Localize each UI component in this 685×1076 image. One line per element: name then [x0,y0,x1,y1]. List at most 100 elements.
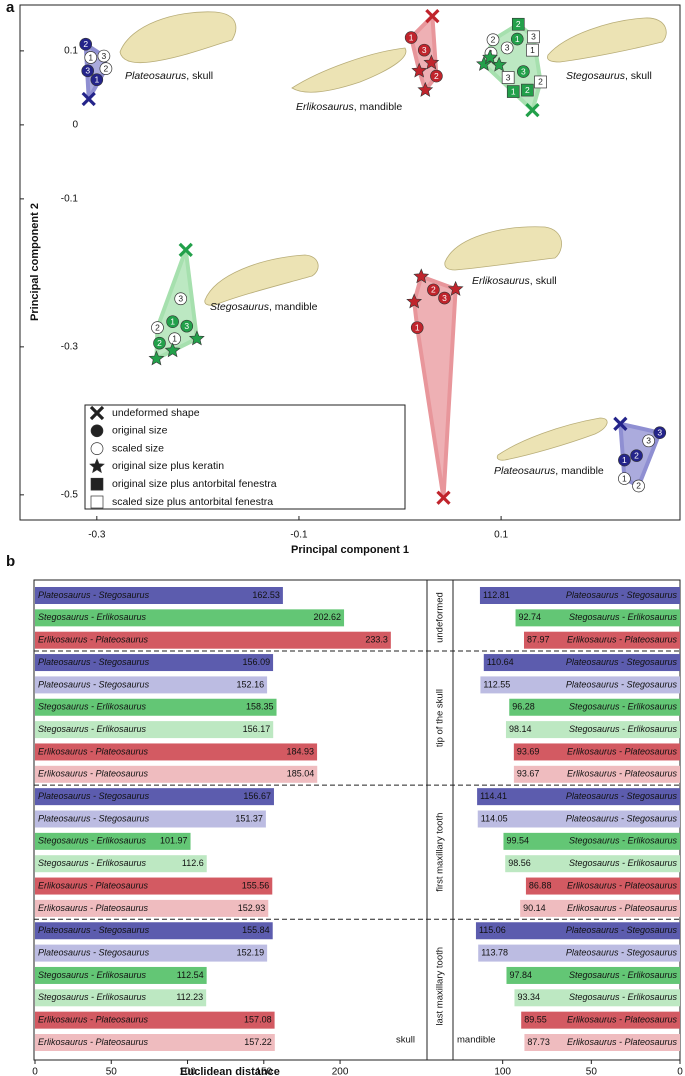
point-marker [511,17,525,31]
bar-label: Stegosaurus - Erlikosaurus [569,992,678,1002]
point-marker [653,426,667,439]
bar-label: Plateosaurus - Stegosaurus [566,791,678,801]
part: , mandible [269,301,318,313]
point-label: 3 [657,427,662,437]
value-label: 92.74 [519,612,542,622]
bar [513,765,680,783]
bar [475,922,680,940]
point-marker [423,54,440,70]
point-label: 2 [431,285,436,295]
bar [35,1011,275,1029]
value-label: 93.34 [517,992,540,1002]
point-marker [506,85,520,98]
point-marker [168,332,181,346]
point-marker [90,442,104,455]
point-marker [476,55,492,71]
point-marker [166,315,179,328]
bar [477,810,680,828]
bar [523,631,680,649]
bar [35,922,273,940]
point-label: 2 [516,19,521,29]
bar-label: Erlikosaurus - Plateosaurus [567,1015,678,1025]
point-label: 3 [521,66,526,76]
point-label: 2 [104,63,109,73]
genus: Erlikosaurus [472,275,531,287]
bar [514,989,680,1007]
y-tick-label: -0.3 [61,341,79,352]
point-label: 3 [422,45,427,55]
bar-label: Stegosaurus - Erlikosaurus [569,836,678,846]
bar [505,855,680,873]
x-marker [525,102,540,118]
point-marker [527,30,540,44]
point-marker [404,31,418,44]
x-axis-label: Euclidean distance [180,1066,280,1076]
point-marker [417,43,431,57]
genus: Erlikosaurus [296,101,355,113]
bar [513,743,680,761]
x-tick-label: 50 [106,1067,118,1076]
x-tick-label: 150 [255,1067,272,1076]
group-label: Stegosaurus, mandible [210,301,318,313]
panel-name: mandible [457,1035,496,1046]
bar-label: Plateosaurus - Stegosaurus [566,657,678,667]
point-label: 2 [525,85,530,95]
bar [520,899,680,917]
bar [35,1034,275,1051]
point-marker [417,81,434,97]
value-label: 99.54 [506,836,529,846]
point-label: 1 [530,45,535,55]
point-marker [413,268,430,284]
value-label: 155.56 [242,880,270,890]
bar [506,966,680,984]
part: , mandible [354,101,403,113]
point-label: 3 [102,51,107,61]
bar [503,832,680,850]
bar [477,788,680,806]
point-marker [153,336,166,350]
skull-image [496,417,608,461]
point-label: 1 [515,34,520,44]
point-marker [618,472,631,485]
point-marker [642,434,656,448]
point-label: 3 [646,436,651,446]
point-marker [526,43,539,57]
part: , skull [625,70,652,82]
bar-label: Stegosaurus - Erlikosaurus [38,970,147,980]
point-label: 2 [83,39,88,49]
x-marker [89,405,105,421]
bar-label: Stegosaurus - Erlikosaurus [38,858,147,868]
point-label: 2 [157,338,162,348]
value-label: 101.97 [160,836,188,846]
bar-label: Plateosaurus - Stegosaurus [38,657,150,667]
genus: Stegosaurus [210,301,270,313]
bar-label: Plateosaurus - Stegosaurus [38,791,150,801]
point-marker [90,424,104,438]
bar-label: Erlikosaurus - Plateosaurus [567,635,678,645]
value-label: 112.23 [176,992,203,1002]
point-label: 1 [622,473,627,483]
value-label: 112.54 [177,970,204,980]
point-label: 3 [85,66,90,76]
bar [35,743,318,761]
value-label: 114.41 [480,791,507,801]
bar-label: Erlikosaurus - Plateosaurus [567,903,678,913]
x-tick-label: -0.1 [290,530,308,541]
value-label: 112.55 [483,679,510,689]
group-label: Plateosaurus, skull [125,70,213,82]
point-label: 1 [170,316,175,326]
bar [521,1011,680,1029]
point-marker [81,91,96,107]
value-label: 112.81 [483,590,510,600]
bar-label: Stegosaurus - Erlikosaurus [38,702,147,712]
bar [35,631,391,649]
point-marker [447,280,464,296]
point-marker [410,321,424,334]
point-label: 2 [634,450,639,460]
bar [505,721,680,739]
group-name: first maxillary tooth [435,813,446,892]
bar [524,1034,680,1051]
point-marker [482,49,498,65]
value-label: 152.16 [237,679,265,689]
